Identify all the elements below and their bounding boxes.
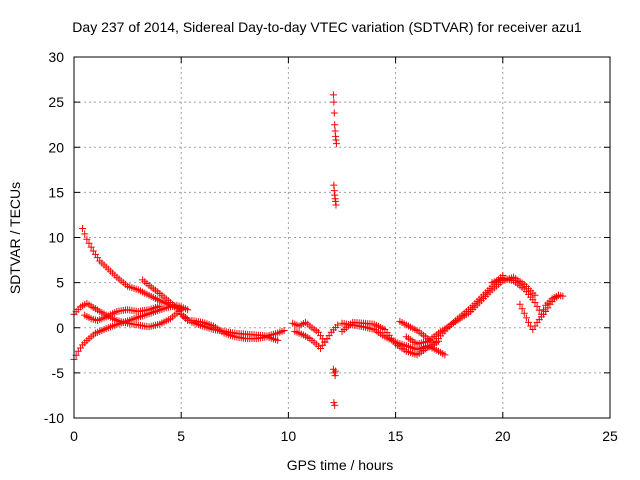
x-tick-label-1: 5 xyxy=(177,428,185,444)
y-tick-label-7: 25 xyxy=(48,94,64,110)
x-axis-label: GPS time / hours xyxy=(287,457,394,473)
point-0-0-1 xyxy=(81,230,89,238)
series-10 xyxy=(330,181,340,209)
point-9-0 xyxy=(329,91,337,99)
axis-ticks: 0 5 10 15 20 25 -10 -5 0 5 10 15 20 25 30 xyxy=(44,49,618,444)
point-6-8 xyxy=(274,336,282,344)
y-tick-label-1: -5 xyxy=(52,365,65,381)
point-16-4-1 xyxy=(533,302,541,310)
series-17 xyxy=(516,291,563,334)
data-points xyxy=(70,91,567,409)
point-11-3 xyxy=(332,367,340,375)
point-17-2 xyxy=(525,318,533,326)
gridlines xyxy=(74,57,610,418)
x-tick-label-4: 20 xyxy=(495,428,511,444)
series-9 xyxy=(329,91,340,148)
point-17-0-1 xyxy=(518,305,526,313)
point-2-13 xyxy=(184,306,192,314)
point-17-1 xyxy=(520,309,528,317)
series-6 xyxy=(188,317,282,344)
point-0-1-1 xyxy=(85,239,93,247)
point-17-0 xyxy=(516,300,524,308)
point-16-4-2 xyxy=(535,306,543,314)
plot-frame xyxy=(73,56,611,419)
point-3-8 xyxy=(156,302,164,310)
x-tick-label-2: 10 xyxy=(281,428,297,444)
x-tick-label-5: 25 xyxy=(602,428,618,444)
point-9-2 xyxy=(330,109,338,117)
point-12-10 xyxy=(441,351,449,359)
y-tick-label-0: -10 xyxy=(44,410,64,426)
x-tick-label-0: 0 xyxy=(70,428,78,444)
y-tick-label-5: 15 xyxy=(48,184,64,200)
point-17-6 xyxy=(542,308,550,316)
point-17-6-1 xyxy=(544,304,552,312)
point-5-10 xyxy=(280,326,288,334)
y-axis-label: SDTVAR / TECUs xyxy=(7,182,23,294)
point-8-5 xyxy=(323,335,331,343)
point-17-3-1 xyxy=(531,322,539,330)
series-14 xyxy=(396,271,507,348)
y-tick-label-2: 0 xyxy=(56,320,64,336)
point-17-1-1 xyxy=(522,314,530,322)
point-15-12 xyxy=(531,291,539,299)
point-9-3 xyxy=(331,121,339,129)
series-3 xyxy=(81,302,164,325)
series-13 xyxy=(338,318,442,359)
point-0-0 xyxy=(79,224,87,232)
point-7-7 xyxy=(334,321,342,329)
point-17-3 xyxy=(529,326,537,334)
series-11 xyxy=(329,365,340,409)
point-16-9 xyxy=(559,292,567,300)
chart-title: Day 237 of 2014, Sidereal Day-to-day VTE… xyxy=(72,19,582,35)
series-8 xyxy=(291,327,331,353)
point-9-1 xyxy=(330,98,338,106)
series-0 xyxy=(79,224,185,314)
point-0-1 xyxy=(83,235,91,243)
y-tick-label-8: 30 xyxy=(48,49,64,65)
point-9-7 xyxy=(332,140,340,148)
point-0-1-2 xyxy=(87,243,95,251)
y-tick-label-6: 20 xyxy=(48,139,64,155)
point-11-5 xyxy=(331,401,339,409)
point-16-4 xyxy=(531,298,539,306)
series-7 xyxy=(289,318,342,346)
x-tick-label-3: 15 xyxy=(388,428,404,444)
point-17-9 xyxy=(555,291,563,299)
y-tick-label-4: 10 xyxy=(48,230,64,246)
point-10-5 xyxy=(332,201,340,209)
y-tick-label-3: 5 xyxy=(56,275,64,291)
